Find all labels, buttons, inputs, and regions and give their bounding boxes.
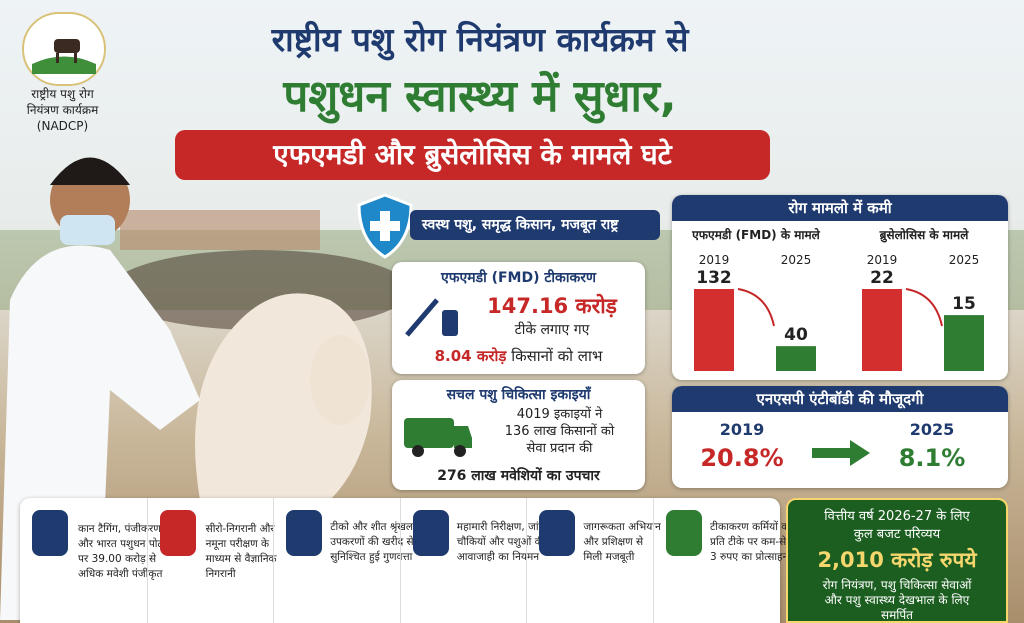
bar xyxy=(862,289,902,371)
budget-line: कुल बजट परिव्यय xyxy=(853,527,941,542)
initiative: सीरो-निगरानी और नमूना परीक्षण के माध्यम से… xyxy=(146,498,277,623)
title-line: राष्ट्रीय पशु रोग नियंत्रण कार्यक्रम से xyxy=(271,20,689,59)
initiative-icon xyxy=(412,510,449,556)
panel-label: ब्रुसेलोसिस के मामले xyxy=(879,228,970,243)
initiative-line: टीको और शीत श्रृंखला xyxy=(330,521,416,533)
tagline: स्वस्थ पशु, समृद्ध किसान, मजबूत राष्ट्र xyxy=(410,210,660,240)
farmers: 8.04 करोड़ xyxy=(434,347,507,365)
mobile-card: सचल पशु चिकित्सा इकाइयाँ 4019 इकाइयों ने… xyxy=(392,380,645,490)
initiative-line: मिली मजबूती xyxy=(583,551,635,563)
initiative-text: टीकाकरण कर्मियों को प्रति टीके पर कम-से-क… xyxy=(664,520,805,565)
initiative-line: 3 रुपए का प्रोत्साहन xyxy=(710,551,789,563)
value-label: 15 xyxy=(952,294,976,314)
budget-card: वित्तीय वर्ष 2026-27 के लिए कुल बजट परिव… xyxy=(786,498,1008,623)
budget-line: वित्तीय वर्ष 2026-27 के लिए xyxy=(824,509,970,524)
arrow-icon xyxy=(812,440,870,466)
trend-arrow xyxy=(737,288,775,327)
logo-text: राष्ट्रीय पशु रोग नियंत्रण कार्यक्रम (NA… xyxy=(0,86,125,134)
year-label: 2025 xyxy=(949,253,980,267)
budget-line: और पशु स्वास्थ्य देखभाल के लिए xyxy=(824,593,970,607)
van-icon xyxy=(404,418,472,457)
initiative-line: जागरूकता अभियान xyxy=(583,521,661,533)
initiative-line: सुनिश्चित हुई गुणवत्ता xyxy=(330,551,413,563)
initiative-line: पर 39.00 करोड़ से xyxy=(78,553,157,565)
initiative-text: जागरूकता अभियान और प्रशिक्षण से मिली मजबूत… xyxy=(537,520,661,565)
budget-line: समर्पित xyxy=(880,608,914,622)
initiative-line: अधिक मवेशी पंजीकृत xyxy=(78,568,163,580)
logo-line: नियंत्रण कार्यक्रम xyxy=(26,103,99,117)
logo-line: राष्ट्रीय पशु रोग xyxy=(31,87,94,101)
initiative-line: कान टैगिंग, पंजीकरण xyxy=(78,523,161,535)
initiative-line: आवाजाही का नियमन xyxy=(456,551,540,563)
initiative-line: प्रति टीके पर कम-से-कम xyxy=(710,536,805,548)
card-title: एनएसपी एंटीबॉडी की मौजूदगी xyxy=(672,386,1008,412)
mobile-line: 136 लाख किसानों को xyxy=(504,424,615,439)
initiative-text: कान टैगिंग, पंजीकरण और भारत पशुधन पोर्टल प… xyxy=(78,522,170,582)
initiative-line: और प्रशिक्षण से xyxy=(583,536,644,548)
mobile-line: 276 लाख मवेशियों का उपचार xyxy=(437,468,600,484)
card-title: एफएमडी (FMD) टीकाकरण xyxy=(440,270,597,286)
initiative-line: माध्यम से वैज्ञानिक xyxy=(205,553,277,565)
nsp-value: 8.1% xyxy=(898,444,966,472)
nsp-year: 2025 xyxy=(909,420,955,439)
bar xyxy=(776,346,816,371)
initiative: टीकाकरण कर्मियों को प्रति टीके पर कम-से-क… xyxy=(653,498,805,623)
budget-line: रोग नियंत्रण, पशु चिकित्सा सेवाओं xyxy=(822,578,972,592)
bar xyxy=(694,289,734,371)
initiative-icon xyxy=(32,510,68,556)
trend-arrow xyxy=(905,288,943,327)
initiative-icon xyxy=(666,510,702,556)
panel-label: एफएमडी (FMD) के मामले xyxy=(691,228,821,242)
initiative-line: टीकाकरण कर्मियों को xyxy=(710,521,793,533)
value-label: 40 xyxy=(784,325,808,345)
initiative: टीको और शीत श्रृंखला उपकरणों की खरीद से सु… xyxy=(273,498,416,623)
initiative-line: और भारत पशुधन पोर्टल xyxy=(78,538,170,550)
syringe-icon xyxy=(405,298,458,337)
farmers-text: किसानों को लाभ xyxy=(511,347,603,365)
logo-line: (NADCP) xyxy=(36,119,89,133)
doses-text: टीके लगाए गए xyxy=(514,322,590,338)
value-label: 132 xyxy=(696,268,732,288)
doses: 147.16 करोड़ xyxy=(487,294,617,318)
value-label: 22 xyxy=(870,268,894,288)
initiative-line: नमूना परीक्षण के xyxy=(205,538,270,550)
initiative: कान टैगिंग, पंजीकरण और भारत पशुधन पोर्टल प… xyxy=(20,498,170,623)
initiative-line: उपकरणों की खरीद से xyxy=(330,536,414,548)
title-line: पशुधन स्वास्थ्य में सुधार, xyxy=(283,71,677,122)
budget-amount: 2,010 करोड़ रुपये xyxy=(817,548,977,572)
initiative-text: सीरो-निगरानी और नमूना परीक्षण के माध्यम से… xyxy=(205,522,277,582)
cases-chart: एफएमडी (FMD) के मामले2019132202540ब्रुसे… xyxy=(691,228,984,371)
card-title: रोग मामलो में कमी xyxy=(672,195,1008,221)
initiative-icon xyxy=(286,510,323,556)
year-label: 2019 xyxy=(699,253,730,267)
initiative-line: चौकियों और पशुओं की xyxy=(456,536,546,548)
banner: एफएमडी और ब्रुसेलोसिस के मामले घटे xyxy=(175,130,770,180)
initiative-icon xyxy=(159,510,196,556)
mobile-line: 4019 इकाइयों ने xyxy=(516,407,603,422)
initiative-line: निगरानी xyxy=(205,568,236,580)
initiatives-strip: कान टैगिंग, पंजीकरण और भारत पशुधन पोर्टल प… xyxy=(20,498,805,623)
bar xyxy=(944,315,984,371)
year-label: 2019 xyxy=(867,253,898,267)
initiative: जागरूकता अभियान और प्रशिक्षण से मिली मजबूत… xyxy=(526,498,661,623)
logo-icon xyxy=(22,12,106,86)
cases-card: रोग मामलो में कमी एफएमडी (FMD) के मामले 2… xyxy=(672,195,1008,380)
initiative-icon xyxy=(539,510,576,556)
initiative-line: महामारी निरीक्षण, जांच xyxy=(456,521,546,533)
nsp-card: एनएसपी एंटीबॉडी की मौजूदगी 2019 20.8% 20… xyxy=(672,386,1008,488)
initiative-text: टीको और शीत श्रृंखला उपकरणों की खरीद से सु… xyxy=(284,520,416,565)
logo-art xyxy=(32,39,96,74)
nsp-value: 20.8% xyxy=(700,444,784,472)
initiative-text: महामारी निरीक्षण, जांच चौकियों और पशुओं क… xyxy=(411,520,546,565)
initiative: महामारी निरीक्षण, जांच चौकियों और पशुओं क… xyxy=(399,498,546,623)
card-title: सचल पशु चिकित्सा इकाइयाँ xyxy=(446,387,591,403)
fmd-card: एफएमडी (FMD) टीकाकरण 147.16 करोड़ टीके ल… xyxy=(392,262,645,374)
year-label: 2025 xyxy=(781,253,812,267)
initiative-line: सीरो-निगरानी और xyxy=(205,523,275,535)
mobile-line: सेवा प्रदान की xyxy=(526,441,593,456)
shield-icon xyxy=(357,193,413,259)
nsp-year: 2019 xyxy=(719,420,765,439)
